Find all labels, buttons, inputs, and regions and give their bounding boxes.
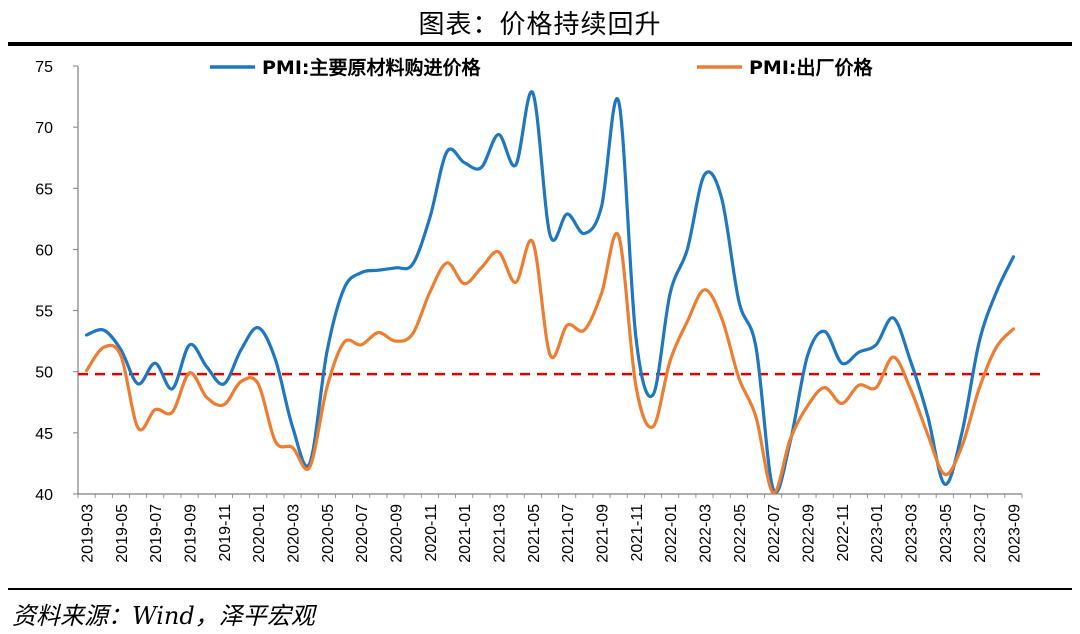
x-tick-label: 2021-11: [629, 504, 646, 562]
x-tick-label: 2022-01: [663, 504, 680, 563]
x-tick-label: 2019-11: [217, 504, 234, 562]
x-tick-label: 2022-03: [697, 504, 714, 563]
y-tick-label: 50: [35, 365, 53, 382]
x-tick-label: 2023-05: [938, 504, 955, 563]
x-tick-label: 2022-07: [766, 504, 783, 563]
x-tick-label: 2021-09: [594, 504, 611, 563]
x-tick-label: 2020-09: [389, 504, 406, 563]
x-tick-label: 2023-01: [869, 504, 886, 563]
x-tick-label: 2019-05: [114, 504, 131, 563]
x-tick-label: 2023-09: [1006, 504, 1023, 563]
source-note: 资料来源：Wind，泽平宏观: [12, 602, 315, 630]
series-group: [85, 90, 1015, 495]
legend: PMI:主要原材料购进价格 PMI:出厂价格: [210, 56, 874, 79]
x-tick-label: 2020-01: [251, 504, 268, 563]
x-tick-label: 2019-09: [183, 504, 200, 563]
x-tick-label: 2022-09: [800, 504, 817, 563]
x-tick-label: 2021-01: [457, 504, 474, 563]
x-tick-label: 2020-07: [354, 504, 371, 563]
legend-output-price-label: PMI:出厂价格: [749, 56, 874, 79]
top-rule: [8, 42, 1072, 46]
x-tick-label: 2019-07: [148, 504, 165, 563]
x-tick-label: 2023-07: [972, 504, 989, 563]
figure-title: 图表：价格持续回升: [418, 10, 662, 40]
x-tick-label: 2020-11: [423, 504, 440, 562]
x-tick-label: 2020-05: [320, 504, 337, 563]
y-tick-label: 45: [35, 426, 53, 443]
axes: 40 45 50 55 60 65 70 75 2019-03 2019-05 2019-07 201…: [35, 59, 1023, 563]
y-tick-label: 40: [35, 487, 53, 504]
y-tick-label: 75: [35, 59, 53, 76]
legend-input-price-label: PMI:主要原材料购进价格: [262, 56, 482, 79]
x-tick-label: 2019-03: [80, 504, 97, 563]
y-tick-label: 60: [35, 242, 53, 259]
series-line-input-price: [85, 90, 1015, 494]
x-tick-label: 2023-03: [903, 504, 920, 563]
y-tick-label: 65: [35, 181, 53, 198]
x-tick-label: 2022-11: [835, 504, 852, 562]
x-tick-label: 2022-05: [732, 504, 749, 563]
y-tick-label: 55: [35, 304, 53, 321]
x-tick-label: 2021-07: [560, 504, 577, 563]
x-tick-label: 2021-03: [492, 504, 509, 563]
y-tick-label: 70: [35, 120, 53, 137]
x-tick-label: 2020-03: [286, 504, 303, 563]
x-tick-label: 2021-05: [526, 504, 543, 563]
bottom-rule: [8, 588, 1072, 590]
series-line-output-price: [85, 231, 1015, 495]
